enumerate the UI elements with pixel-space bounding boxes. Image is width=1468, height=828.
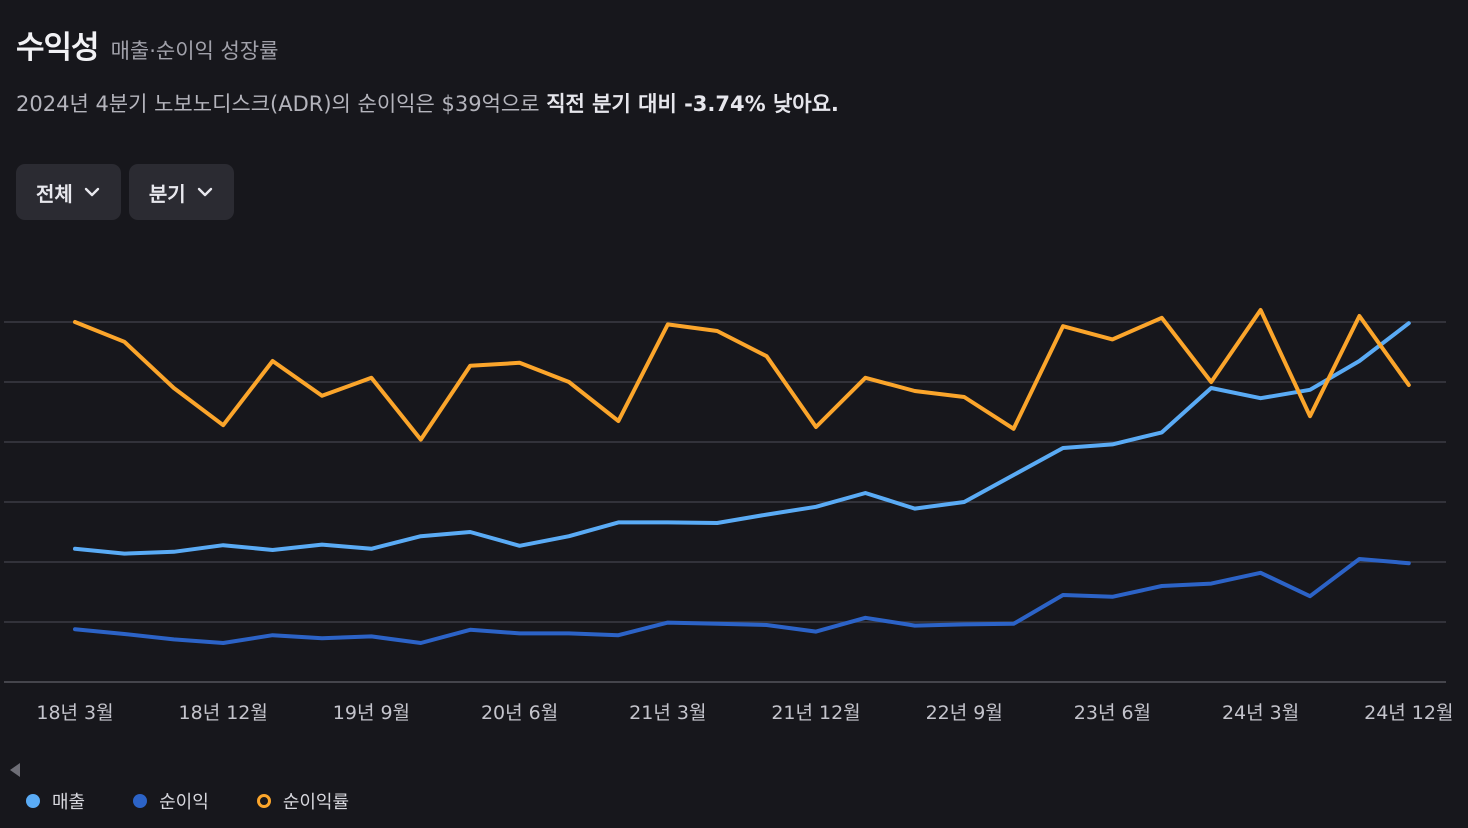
chart-legend: 매출 순이익 순이익률: [26, 788, 349, 814]
summary-prefix: 2024년 4분기 노보노디스크(ADR)의 순이익은 $39억으로: [16, 92, 547, 116]
chevron-down-icon: [84, 187, 100, 197]
range-dropdown-label: 전체: [36, 181, 73, 206]
profitability-chart[interactable]: 18년 3월 18년 12월 19년 9월 20년 6월 21년 3월 21년 12월 22…: [0, 250, 1468, 740]
legend-marker: [256, 794, 271, 808]
series-line-매출[interactable]: [73, 321, 1411, 556]
legend-item-revenue[interactable]: 매출: [26, 788, 85, 814]
x-tick-label: 21년 12월: [771, 702, 860, 724]
period-dropdown-label: 분기: [148, 181, 186, 206]
page-title: 수익성: [16, 30, 100, 66]
series-line-순이익[interactable]: [73, 557, 1411, 645]
period-dropdown[interactable]: 분기: [128, 164, 234, 220]
legend-label: 순이익: [159, 792, 209, 813]
x-tick-label: 23년 6월: [1074, 702, 1151, 724]
page-subtitle: 매출·순이익 성장률: [110, 39, 279, 63]
x-tick-label: 20년 6월: [481, 702, 558, 724]
summary-text: 2024년 4분기 노보노디스크(ADR)의 순이익은 $39억으로 직전 분기…: [16, 88, 839, 118]
x-tick-label: 24년 12월: [1364, 702, 1453, 724]
range-dropdown[interactable]: 전체: [16, 164, 121, 220]
x-tick-label: 22년 9월: [926, 702, 1003, 724]
x-tick-label: 21년 3월: [629, 702, 706, 724]
scroll-left-arrow-icon[interactable]: [10, 763, 20, 777]
legend-marker: [26, 794, 40, 808]
header: 수익성 매출·순이익 성장률: [16, 22, 278, 67]
legend-marker: [133, 794, 148, 808]
legend-item-net-income[interactable]: 순이익: [133, 788, 209, 814]
chart-controls: 전체 분기: [16, 164, 234, 220]
x-tick-label: 24년 3월: [1222, 702, 1299, 724]
x-tick-label: 18년 12월: [179, 702, 268, 724]
legend-label: 순이익률: [282, 792, 350, 813]
summary-emphasis: 직전 분기 대비 -3.74% 낮아요.: [546, 92, 839, 116]
x-tick-label: 19년 9월: [333, 702, 410, 724]
chevron-down-icon: [197, 187, 212, 197]
legend-label: 매출: [52, 792, 86, 813]
x-tick-label: 18년 3월: [36, 702, 113, 724]
legend-item-net-margin[interactable]: 순이익률: [256, 788, 350, 814]
series-line-순이익률[interactable]: [73, 308, 1411, 442]
